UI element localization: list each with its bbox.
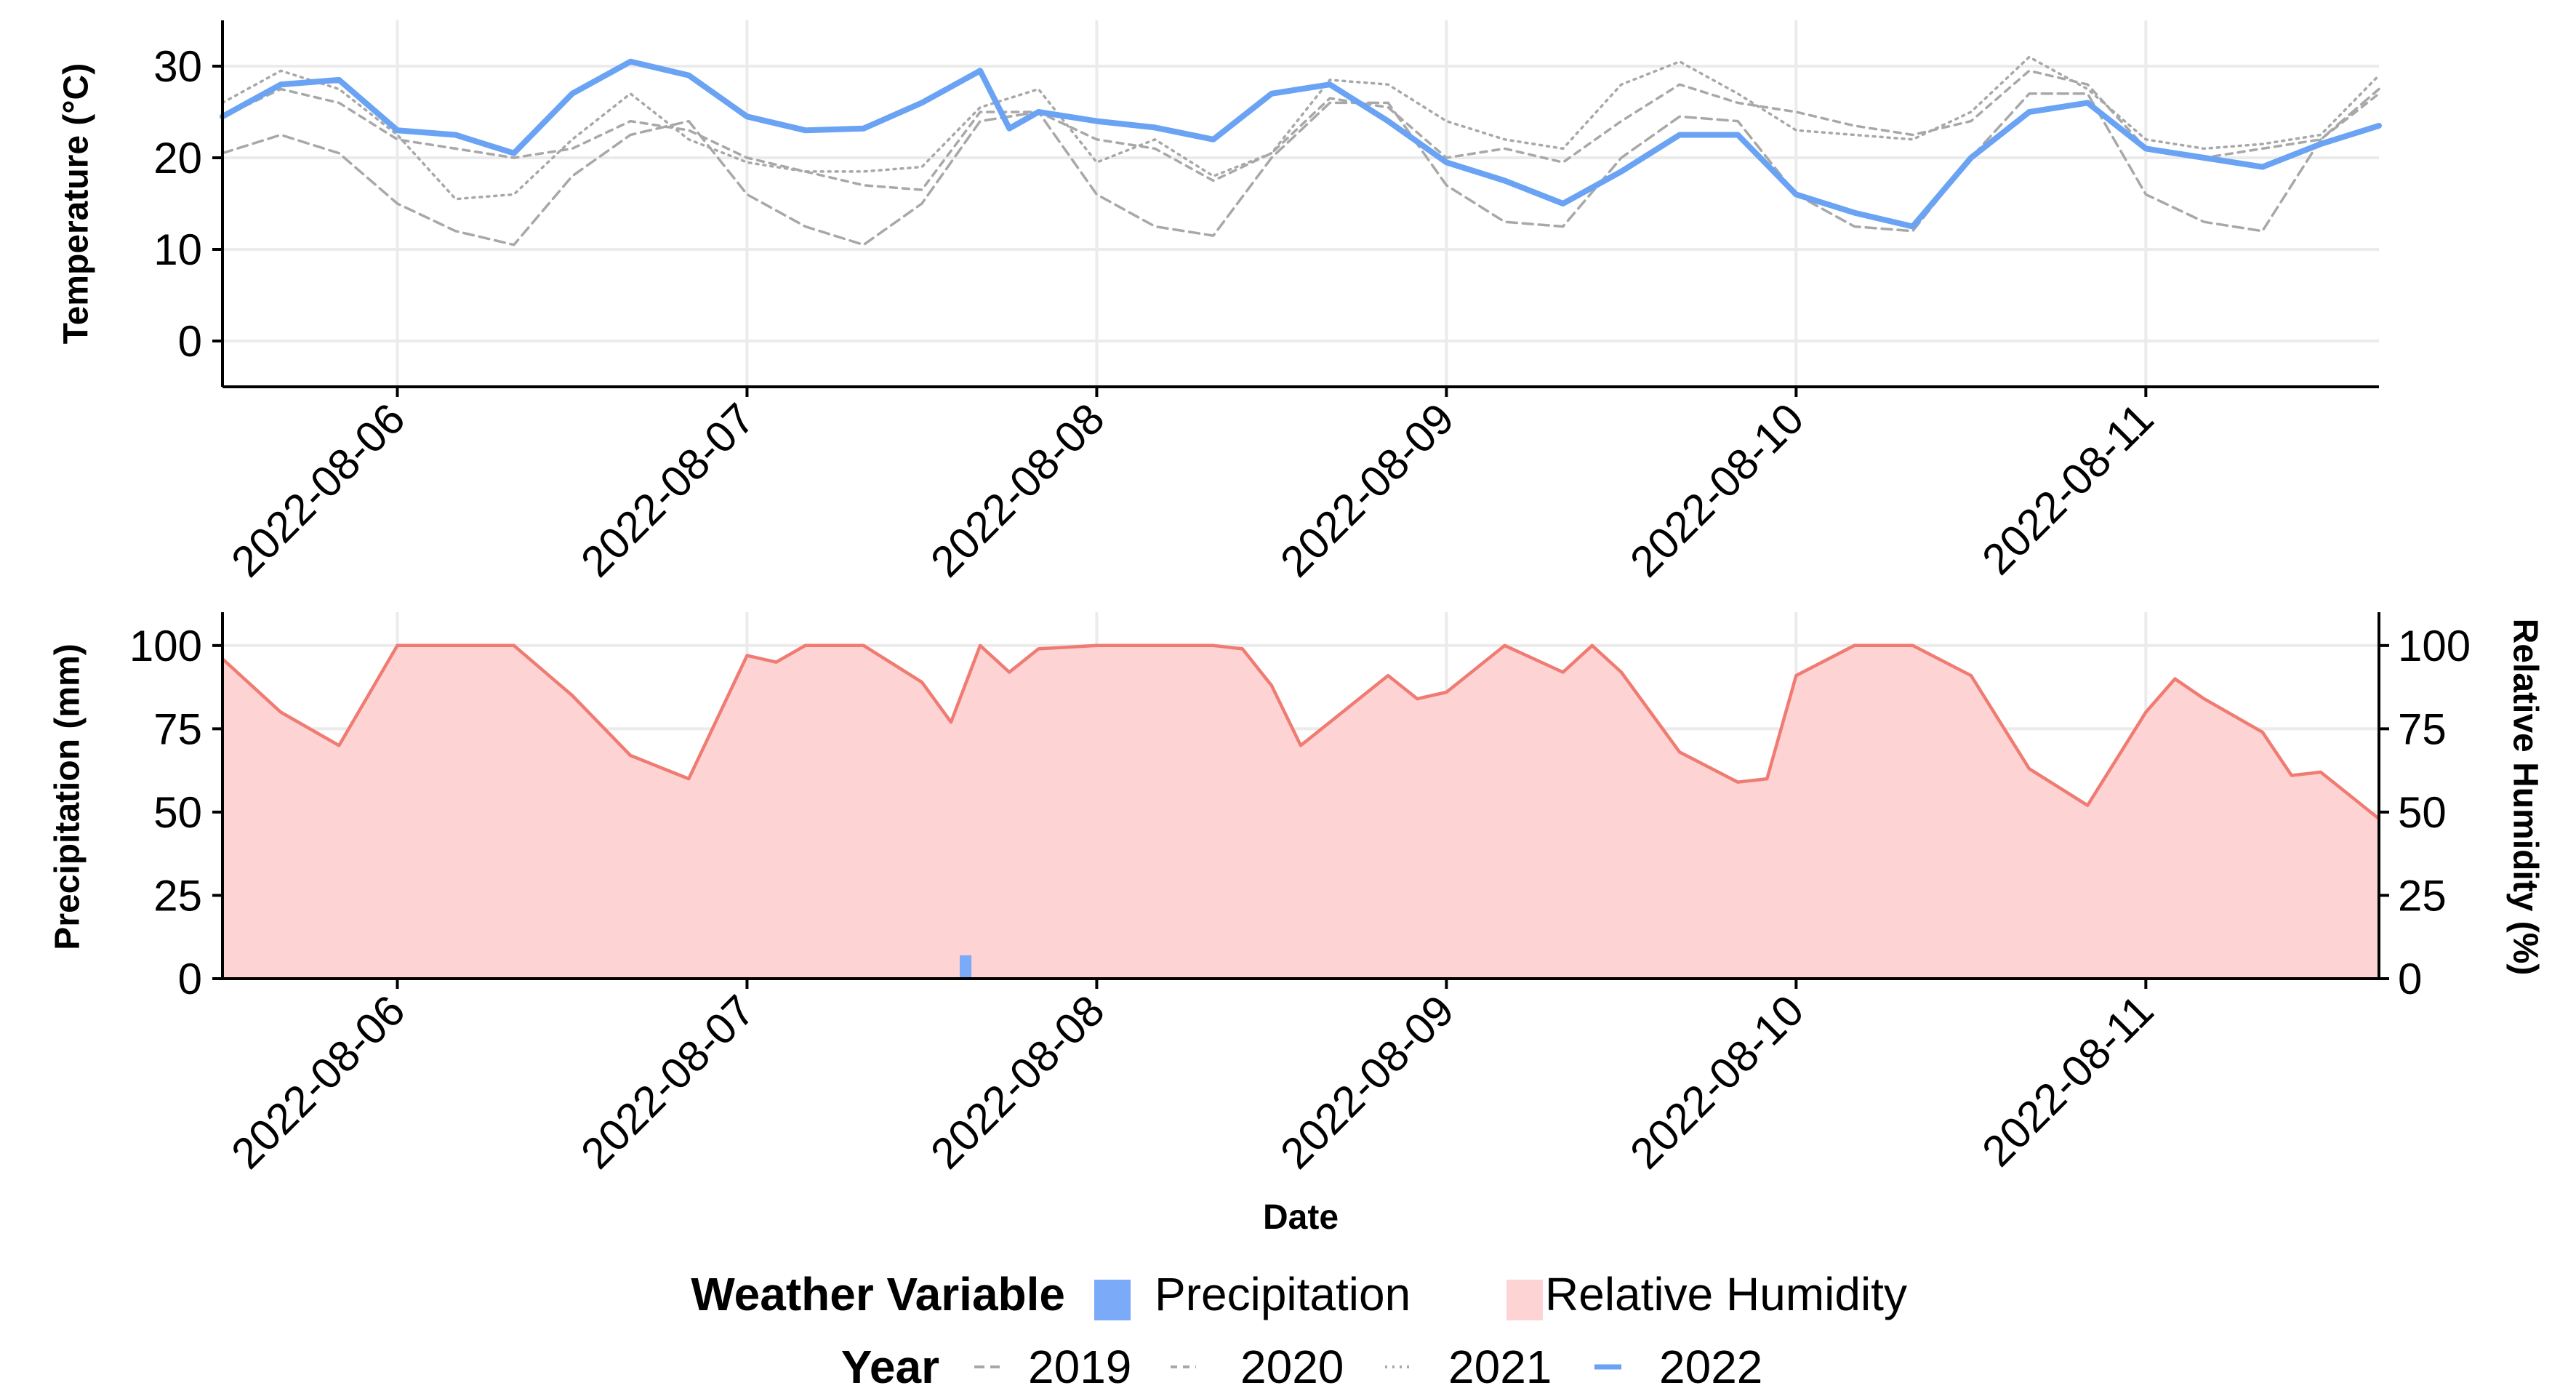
temperature-y-tick-label: 30 <box>153 42 202 91</box>
humidity-y-tick-label: 50 <box>2398 788 2447 837</box>
relative-humidity-line <box>221 643 2380 820</box>
temperature-x-ticks: 2022-08-06 2022-08-07 2022-08-08 2022-08-09… <box>222 387 2163 586</box>
temperature-x-tick-label: 2022-08-09 <box>1271 394 1463 586</box>
precipitation-x-tick-label: 2022-08-10 <box>1621 986 1813 1178</box>
precipitation-y-tick-label: 75 <box>153 705 202 753</box>
legend-humidity-label: Relative Humidity <box>1545 1268 1907 1320</box>
temperature-x-tick-label: 2022-08-07 <box>571 394 763 586</box>
precipitation-x-ticks: 2022-08-06 2022-08-07 2022-08-08 2022-08-09… <box>222 979 2163 1178</box>
temperature-y-axis-title: Temperature (°C) <box>57 63 96 344</box>
temperature-y-ticks: 0 10 20 30 <box>153 42 222 366</box>
precipitation-x-tick-label: 2022-08-06 <box>222 986 414 1178</box>
precipitation-x-tick-label: 2022-08-11 <box>1973 986 2162 1176</box>
temperature-y-tick-label: 20 <box>153 134 202 182</box>
precipitation-bar <box>960 955 972 979</box>
humidity-y-tick-label: 75 <box>2398 705 2447 753</box>
temperature-lines <box>220 55 2382 246</box>
humidity-y-ticks: 0 25 50 75 100 <box>2379 622 2471 1003</box>
precipitation-y-tick-label: 100 <box>129 622 202 670</box>
legend-weather-title: Weather Variable <box>691 1268 1065 1320</box>
precipitation-y-ticks: 0 25 50 75 100 <box>129 622 222 1003</box>
precipitation-x-tick-label: 2022-08-09 <box>1271 986 1463 1178</box>
temperature-x-tick-label: 2022-08-08 <box>921 394 1113 586</box>
precipitation-y-tick-label: 25 <box>153 871 202 920</box>
humidity-y-tick-label: 25 <box>2398 871 2447 920</box>
precipitation-x-tick-label: 2022-08-08 <box>921 986 1113 1178</box>
humidity-y-tick-label: 100 <box>2398 622 2471 670</box>
temperature-line-2021 <box>221 55 2380 201</box>
legend-2020-label: 2020 <box>1240 1341 1344 1393</box>
temperature-x-tick-label: 2022-08-11 <box>1973 394 2162 584</box>
temperature-line-2019 <box>221 87 2380 246</box>
relative-humidity-area <box>222 645 2379 979</box>
humidity-y-tick-label: 0 <box>2398 955 2422 1003</box>
humidity-y-axis-title: Relative Humidity (%) <box>2505 619 2544 976</box>
temperature-y-tick-label: 10 <box>153 225 202 274</box>
legend: Weather Variable Precipitation Relative … <box>691 1268 1907 1393</box>
precipitation-y-axis-title: Precipitation (mm) <box>49 643 87 950</box>
precipitation-x-tick-label: 2022-08-07 <box>571 986 763 1178</box>
temperature-grid <box>222 20 2379 387</box>
precipitation-y-tick-label: 50 <box>153 788 202 837</box>
temperature-x-tick-label: 2022-08-10 <box>1621 394 1813 586</box>
temperature-y-tick-label: 0 <box>178 317 202 366</box>
temperature-x-tick-label: 2022-08-06 <box>222 394 414 586</box>
legend-precipitation-label: Precipitation <box>1155 1268 1411 1320</box>
precipitation-y-tick-label: 0 <box>178 955 202 1003</box>
legend-humidity-key <box>1506 1280 1543 1320</box>
temperature-line-2020 <box>221 69 2380 191</box>
temperature-line-2022 <box>220 58 2382 230</box>
legend-precipitation-key <box>1094 1280 1131 1320</box>
legend-2021-label: 2021 <box>1448 1341 1552 1393</box>
legend-2022-label: 2022 <box>1659 1341 1762 1393</box>
legend-2019-label: 2019 <box>1028 1341 1131 1393</box>
legend-year-title: Year <box>841 1341 939 1393</box>
precipitation-bars <box>960 955 972 979</box>
x-axis-title: Date <box>1263 1198 1339 1237</box>
